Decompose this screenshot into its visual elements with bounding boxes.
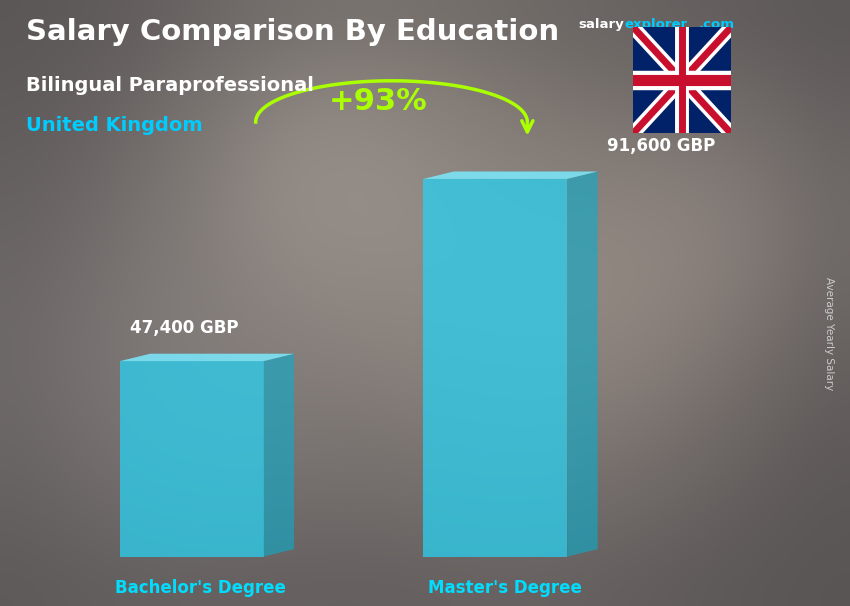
Text: 47,400 GBP: 47,400 GBP bbox=[129, 319, 238, 337]
Polygon shape bbox=[567, 171, 598, 556]
Text: Master's Degree: Master's Degree bbox=[428, 579, 581, 597]
Text: Salary Comparison By Education: Salary Comparison By Education bbox=[26, 18, 558, 46]
Text: explorer: explorer bbox=[625, 18, 688, 31]
Polygon shape bbox=[120, 361, 264, 556]
Text: .com: .com bbox=[699, 18, 734, 31]
Text: Average Yearly Salary: Average Yearly Salary bbox=[824, 277, 834, 390]
Text: +93%: +93% bbox=[329, 87, 428, 116]
Text: 91,600 GBP: 91,600 GBP bbox=[608, 137, 716, 155]
Text: salary: salary bbox=[578, 18, 624, 31]
Polygon shape bbox=[264, 354, 294, 556]
Polygon shape bbox=[423, 179, 567, 556]
Polygon shape bbox=[120, 354, 294, 361]
Text: Bilingual Paraprofessional: Bilingual Paraprofessional bbox=[26, 76, 314, 95]
Text: Bachelor's Degree: Bachelor's Degree bbox=[116, 579, 286, 597]
Text: United Kingdom: United Kingdom bbox=[26, 116, 202, 135]
Polygon shape bbox=[423, 171, 598, 179]
